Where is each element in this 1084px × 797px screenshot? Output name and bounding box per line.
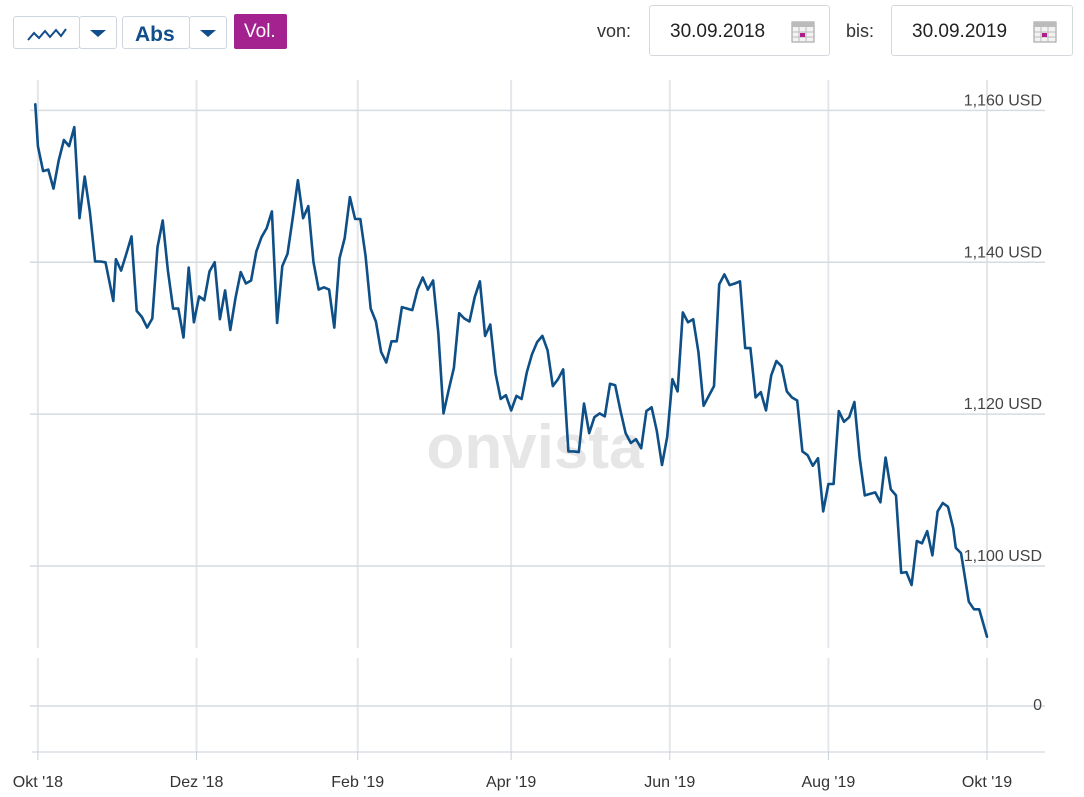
from-date[interactable]: 30.09.2018 bbox=[649, 5, 830, 56]
from-date-text: 30.09.2018 bbox=[670, 21, 766, 42]
y-tick-label: 0 bbox=[1033, 697, 1042, 714]
x-tick-label: Aug '19 bbox=[802, 774, 856, 791]
to-label: bis: bbox=[846, 21, 875, 41]
mode-button[interactable]: Abs bbox=[122, 16, 190, 49]
volume-button[interactable]: Vol. bbox=[234, 14, 287, 49]
line-icon bbox=[27, 28, 67, 41]
y-tick-label: 1,100 USD bbox=[964, 548, 1042, 565]
calendar-icon[interactable] bbox=[1033, 21, 1057, 43]
x-tick-label: Apr '19 bbox=[486, 774, 536, 791]
mode-dropdown[interactable] bbox=[189, 16, 227, 49]
x-tick-label: Okt '19 bbox=[962, 774, 1012, 791]
x-tick-label: Okt '18 bbox=[13, 774, 63, 791]
chart-type-button[interactable] bbox=[13, 16, 80, 49]
calendar-icon[interactable] bbox=[791, 21, 815, 43]
to-date-text: 30.09.2019 bbox=[912, 21, 1008, 42]
y-tick-label: 1,140 USD bbox=[964, 244, 1042, 261]
from-label: von: bbox=[597, 21, 632, 41]
price-line bbox=[34, 103, 989, 638]
y-tick-label: 1,160 USD bbox=[964, 92, 1042, 109]
watermark: onvista bbox=[426, 413, 644, 482]
y-tick-label: 1,120 USD bbox=[964, 396, 1042, 413]
x-tick-label: Feb '19 bbox=[331, 774, 384, 791]
x-tick-label: Dez '18 bbox=[170, 774, 224, 791]
x-tick-label: Jun '19 bbox=[644, 774, 695, 791]
to-date[interactable]: 30.09.2019 bbox=[891, 5, 1073, 56]
chart-type-dropdown[interactable] bbox=[79, 16, 117, 49]
chart: onvista Okt '18 Dez '18 Feb '19 Apr '19 Jun … bbox=[13, 80, 1045, 791]
